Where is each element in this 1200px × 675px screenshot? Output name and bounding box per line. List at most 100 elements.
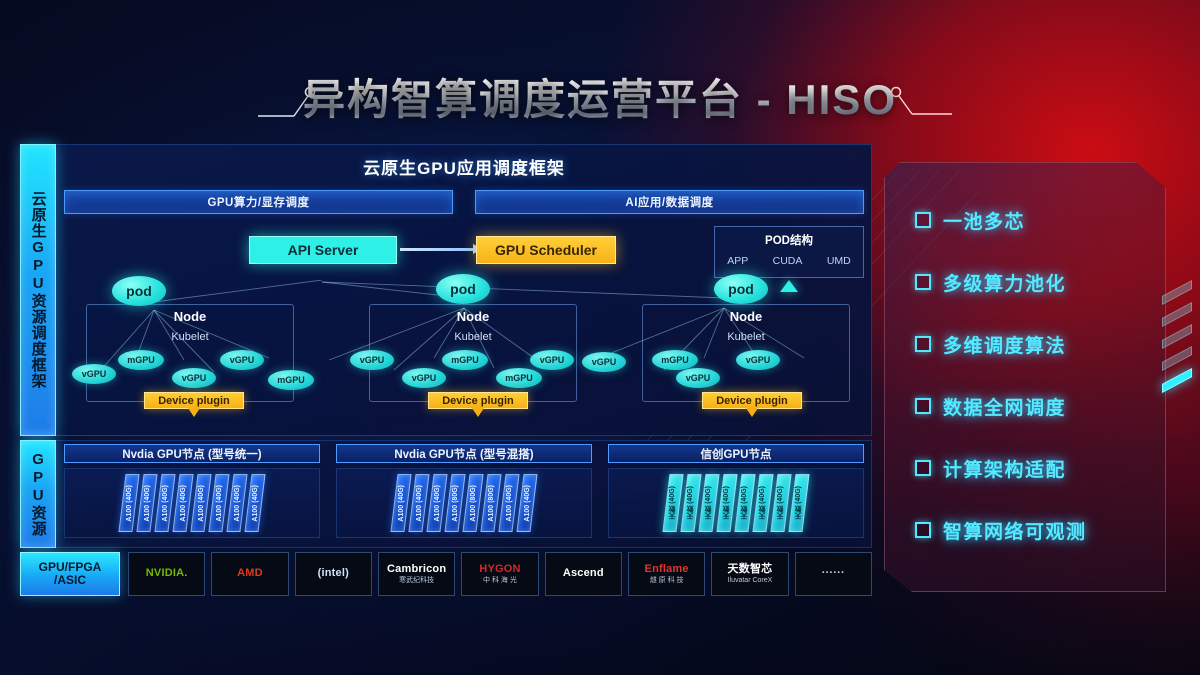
mgpu-1a[interactable]: mGPU (118, 350, 164, 370)
feature-item-1[interactable]: 一池多芯 (915, 189, 1165, 251)
gpu-card-label: A100 (40G) (251, 484, 259, 522)
vendor-logo-row: NVIDIA. AMD (intel) Cambricon 寒武纪科技 HYGON 中 科 … (128, 552, 872, 596)
gpu-rack-2: A100 (40G) A100 (40G) A100 (40G) A100 (80G)… (336, 468, 592, 538)
intel-logo[interactable]: (intel) (294, 552, 372, 596)
vendor-name: AMD (237, 567, 263, 580)
cloud-section-inner: 云原生GPU应用调度框架 GPU算力/显存调度 AI应用/数据调度 API Se… (64, 150, 864, 417)
vendor-subtitle: 寒武纪科技 (399, 576, 435, 584)
vgpu-1a[interactable]: vGPU (72, 364, 116, 384)
mgpu-1b[interactable]: mGPU (268, 370, 314, 390)
pod-up-arrow-icon (780, 280, 798, 292)
vgpu-2b[interactable]: vGPU (402, 368, 446, 388)
gpu-card-label: 天数 (40G) (795, 486, 802, 520)
feature-item-label: 多维调度算法 (943, 335, 1067, 357)
vendor-name: 天数智芯 (727, 563, 773, 576)
checkbox-square-icon (915, 274, 931, 290)
more-dots-icon[interactable]: ······ (794, 552, 872, 596)
gpu-card-label: 天数 (40G) (687, 486, 694, 520)
ascend-logo[interactable]: Ascend (544, 552, 622, 596)
checkbox-square-icon (915, 460, 931, 476)
amd-logo[interactable]: AMD (211, 552, 289, 596)
node-label-1: Node (173, 309, 207, 324)
gpu-card[interactable]: 天数 (40G) (788, 474, 810, 532)
checkbox-square-icon (915, 522, 931, 538)
hygon-logo[interactable]: HYGON 中 科 海 光 (461, 552, 539, 596)
node-label-3: Node (729, 309, 763, 324)
node-clusters: Node Kubelet pod vGPU mGPU vGPU vGPU mGP… (64, 274, 864, 417)
vendor-label-line2: /ASIC (53, 573, 86, 587)
pod-structure-title: POD结构 (765, 235, 813, 247)
header-bar-ai-data[interactable]: AI应用/数据调度 (475, 190, 864, 214)
vendor-subtitle: 燧 原 科 技 (649, 576, 684, 584)
gpu-card-label: A100 (40G) (233, 484, 241, 522)
vgpu-2a[interactable]: vGPU (350, 350, 394, 370)
vendor-name: ······ (821, 567, 845, 580)
vgpu-2c[interactable]: vGPU (530, 350, 574, 370)
api-server-node[interactable]: API Server (249, 236, 397, 264)
vendor-name: (intel) (317, 567, 349, 580)
vendor-label-line1: GPU/FPGA (38, 559, 102, 574)
checkbox-square-icon (915, 336, 931, 352)
pod-node-1[interactable]: pod (112, 276, 166, 306)
cambricon-logo[interactable]: Cambricon 寒武纪科技 (377, 552, 456, 596)
gpu-scheduler-node[interactable]: GPU Scheduler (476, 236, 616, 264)
gpu-rack-3: 天数 (40G) 天数 (40G) 天数 (40G) 天数 (40G) 天数 (40G)… (608, 468, 864, 538)
vendor-name: HYGON (479, 563, 521, 576)
vgpu-3c[interactable]: vGPU (736, 350, 780, 370)
gpu-rack-groups: Nvdia GPU节点 (型号统一) A100 (40G) A100 (40G) A… (64, 444, 864, 544)
device-plugin-3[interactable]: Device plugin (702, 392, 802, 417)
vendor-name: Enflame (644, 563, 689, 576)
vendor-subtitle: 中 科 海 光 (483, 576, 517, 584)
feature-item-3[interactable]: 多维调度算法 (915, 313, 1165, 375)
sidebar-label-cloud-framework: 云原生GPU资源调度框架 (20, 144, 56, 436)
gpu-card-label: A100 (80G) (451, 484, 459, 522)
pod-cell-app: APP (727, 255, 749, 267)
pod-node-3[interactable]: pod (714, 274, 768, 304)
api-to-scheduler-connector (400, 244, 482, 254)
vendor-subtitle: Iluvatar CoreX (727, 576, 773, 584)
pod-structure-box: POD结构 APP CUDA UMD (714, 226, 864, 278)
vgpu-1c[interactable]: vGPU (220, 350, 264, 370)
vgpu-3b[interactable]: vGPU (676, 368, 720, 388)
gpu-group-1: Nvdia GPU节点 (型号统一) A100 (40G) A100 (40G) A… (64, 444, 320, 544)
feature-highlight-panel: 一池多芯多级算力池化多维调度算法数据全网调度 计算架构适配 智算网络可观测 (884, 162, 1166, 592)
gpu-card-label: 天数 (40G) (741, 486, 748, 520)
pod-cell-umd: UMD (826, 255, 851, 267)
mgpu-3a[interactable]: mGPU (652, 350, 698, 370)
feature-item-6[interactable]: 智算网络可观测 (915, 499, 1165, 561)
gpu-group-title-3: 信创GPU节点 (608, 444, 864, 463)
kubelet-label-1: Kubelet (171, 331, 209, 343)
gpu-card[interactable]: A100 (40G) (244, 474, 266, 532)
checkbox-square-icon (915, 212, 931, 228)
pod-node-2[interactable]: pod (436, 274, 490, 304)
vendor-name: Cambricon (387, 563, 447, 576)
gpu-card-label: 天数 (40G) (723, 486, 730, 520)
node-label-2: Node (456, 309, 490, 324)
feature-item-4[interactable]: 数据全网调度 (915, 375, 1165, 437)
mgpu-2a[interactable]: mGPU (442, 350, 488, 370)
header-bar-gpu-compute[interactable]: GPU算力/显存调度 (64, 190, 453, 214)
page-title: 异构智算调度运营平台 - HISO (303, 66, 897, 127)
vendor-name: NVIDIA. (145, 567, 188, 580)
architecture-board: 云原生GPU资源调度框架 GPU资源 GPU/FPGA /ASIC 云原生GPU… (20, 144, 872, 596)
control-plane-row: API Server GPU Scheduler POD结构 APP CUDA … (64, 226, 864, 292)
gpu-group-title-2: Nvdia GPU节点 (型号混搭) (336, 444, 592, 463)
iluvatar-logo[interactable]: 天数智芯 Iluvatar CoreX (711, 552, 789, 596)
vgpu-1b[interactable]: vGPU (172, 368, 216, 388)
device-plugin-2[interactable]: Device plugin (428, 392, 528, 417)
gpu-card-label: 天数 (40G) (759, 486, 766, 520)
gpu-card-label: A100 (80G) (487, 484, 495, 522)
board-header-title: 云原生GPU应用调度框架 (363, 159, 565, 178)
feature-item-5[interactable]: 计算架构适配 (915, 437, 1165, 499)
gpu-group-3: 信创GPU节点 天数 (40G) 天数 (40G) 天数 (40G) 天数 (40G)… (608, 444, 864, 544)
vgpu-3a[interactable]: vGPU (582, 352, 626, 372)
kubelet-label-2: Kubelet (454, 331, 492, 343)
feature-item-2[interactable]: 多级算力池化 (915, 251, 1165, 313)
enflame-logo[interactable]: Enflame 燧 原 科 技 (627, 552, 706, 596)
mgpu-2b[interactable]: mGPU (496, 368, 542, 388)
feature-item-label: 一池多芯 (943, 211, 1026, 233)
device-plugin-1[interactable]: Device plugin (144, 392, 244, 417)
gpu-card[interactable]: A100 (40G) (516, 474, 538, 532)
gpu-card-label: A100 (40G) (415, 484, 423, 522)
nvidia-logo[interactable]: NVIDIA. (128, 552, 206, 596)
